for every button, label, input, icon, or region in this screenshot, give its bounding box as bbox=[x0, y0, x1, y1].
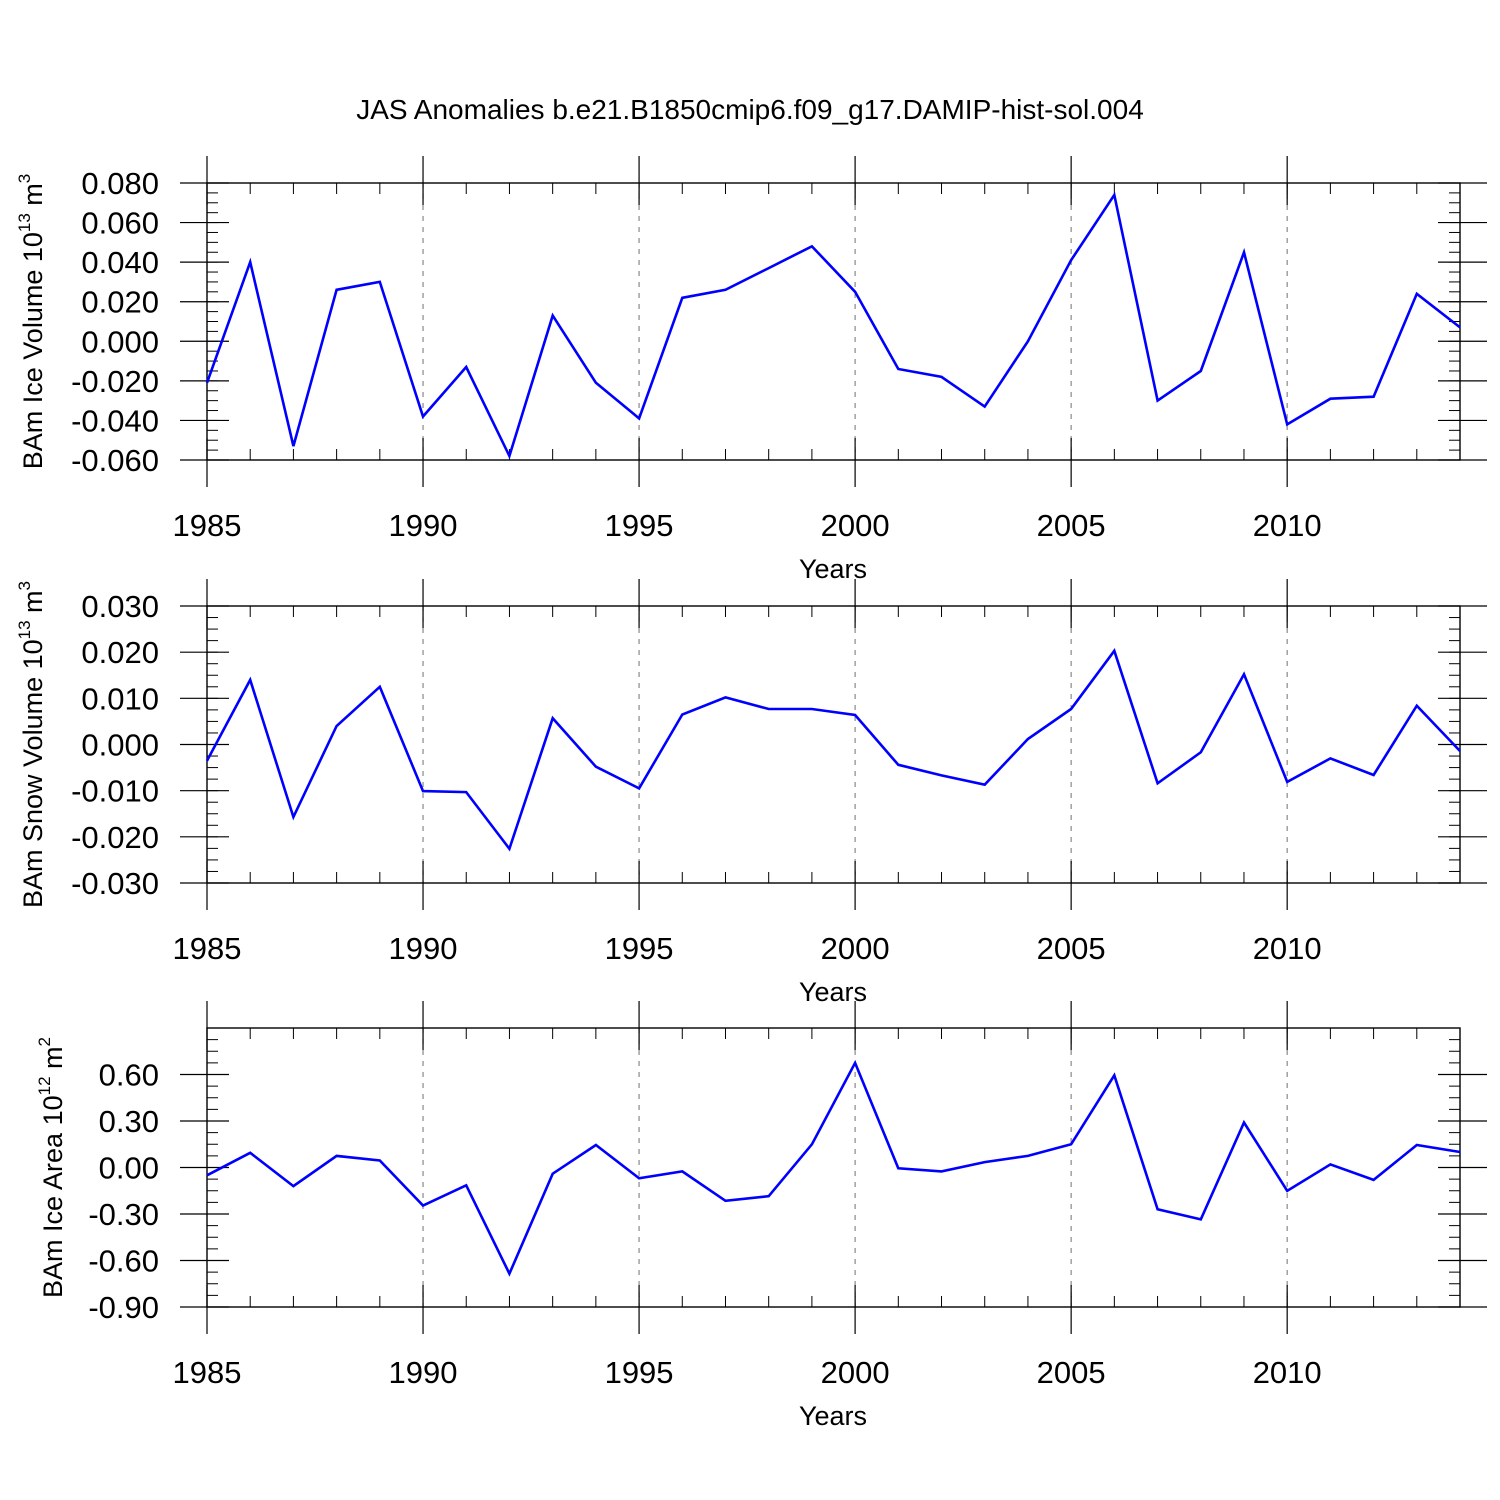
y-axis-title-unit: m bbox=[38, 1046, 68, 1076]
series-line bbox=[206, 1059, 1461, 1277]
y-tick-label: 0.30 bbox=[99, 1104, 159, 1139]
y-axis-title-exp: 12 bbox=[35, 1076, 54, 1095]
x-tick-label: 1995 bbox=[605, 508, 674, 543]
y-tick-label: -0.040 bbox=[71, 403, 159, 438]
x-tick-label: 1985 bbox=[173, 931, 242, 966]
panel-3: -0.90 -0.60 -0.30 0.00 0.30 0.60 1985 1990 1995 2… bbox=[35, 1001, 1487, 1431]
x-tick-label: 2000 bbox=[821, 1355, 890, 1390]
y-axis-title-unit: m bbox=[18, 590, 48, 620]
y-axis-title-base: BAm Ice Area 10 bbox=[38, 1095, 68, 1298]
y-tick-label: -0.060 bbox=[71, 443, 159, 478]
y-tick-label: 0.000 bbox=[81, 728, 159, 763]
figure-title: JAS Anomalies b.e21.B1850cmip6.f09_g17.D… bbox=[356, 94, 1144, 125]
y-axis-title: BAm Ice Volume 1013 m3 bbox=[15, 174, 48, 470]
x-tick-label: 2005 bbox=[1037, 508, 1106, 543]
y-tick-label: -0.30 bbox=[88, 1197, 159, 1232]
y-axis-title-base: BAm Snow Volume 10 bbox=[18, 639, 48, 908]
series-line bbox=[205, 648, 1461, 852]
y-axis-title-unit-exp: 2 bbox=[35, 1037, 54, 1046]
y-axis-title-exp: 13 bbox=[15, 620, 34, 639]
y-tick-label: 0.60 bbox=[99, 1058, 159, 1093]
y-axis-title: BAm Snow Volume 1013 m3 bbox=[15, 581, 48, 908]
x-tick-label: 1990 bbox=[389, 508, 458, 543]
x-tick-label: 1995 bbox=[605, 1355, 674, 1390]
y-tick-label: 0.00 bbox=[99, 1151, 159, 1186]
x-tick-label: 2010 bbox=[1253, 931, 1322, 966]
y-axis-title-unit-exp: 3 bbox=[15, 581, 34, 590]
chart-panels: -0.060 -0.040 -0.020 0.000 0.020 0.040 0.060 0.… bbox=[15, 156, 1487, 1431]
panel-2: -0.030 -0.020 -0.010 0.000 0.010 0.020 0.030 19… bbox=[15, 579, 1487, 1007]
x-tick-label: 1995 bbox=[605, 931, 674, 966]
y-tick-label: -0.030 bbox=[71, 866, 159, 901]
x-tick-label: 1990 bbox=[389, 931, 458, 966]
y-axis-title-exp: 13 bbox=[15, 213, 34, 232]
x-tick-label: 1990 bbox=[389, 1355, 458, 1390]
x-tick-label: 2005 bbox=[1037, 1355, 1106, 1390]
y-axis-title-unit: m bbox=[18, 183, 48, 213]
x-tick-label: 2010 bbox=[1253, 508, 1322, 543]
y-tick-label: -0.90 bbox=[88, 1290, 159, 1325]
x-tick-label: 2005 bbox=[1037, 931, 1106, 966]
y-tick-label: 0.010 bbox=[81, 681, 159, 716]
y-tick-label: 0.060 bbox=[81, 206, 159, 241]
x-tick-label: 2000 bbox=[821, 508, 890, 543]
x-axis-title: Years bbox=[799, 1401, 867, 1431]
y-axis-title-base: BAm Ice Volume 10 bbox=[18, 232, 48, 469]
panel-1: -0.060 -0.040 -0.020 0.000 0.020 0.040 0.060 0.… bbox=[15, 156, 1487, 584]
y-axis-title: BAm Ice Area 1012 m2 bbox=[35, 1037, 68, 1298]
y-tick-label: 0.020 bbox=[81, 635, 159, 670]
y-tick-label: -0.020 bbox=[71, 820, 159, 855]
x-tick-label: 1985 bbox=[173, 1355, 242, 1390]
x-tick-label: 1985 bbox=[173, 508, 242, 543]
x-axis-title: Years bbox=[799, 977, 867, 1007]
plot-frame bbox=[206, 182, 1461, 461]
y-tick-label: 0.040 bbox=[81, 245, 159, 280]
y-tick-label: -0.020 bbox=[71, 364, 159, 399]
x-tick-label: 2000 bbox=[821, 931, 890, 966]
x-axis-title: Years bbox=[799, 554, 867, 584]
y-tick-label: 0.030 bbox=[81, 589, 159, 624]
x-tick-label: 2010 bbox=[1253, 1355, 1322, 1390]
y-tick-label: -0.010 bbox=[71, 774, 159, 809]
y-axis-title-unit-exp: 3 bbox=[15, 174, 34, 183]
y-tick-label: 0.020 bbox=[81, 285, 159, 320]
y-tick-label: 0.080 bbox=[81, 166, 159, 201]
y-tick-label: 0.000 bbox=[81, 324, 159, 359]
y-tick-label: -0.60 bbox=[88, 1244, 159, 1279]
series-line bbox=[205, 191, 1461, 460]
